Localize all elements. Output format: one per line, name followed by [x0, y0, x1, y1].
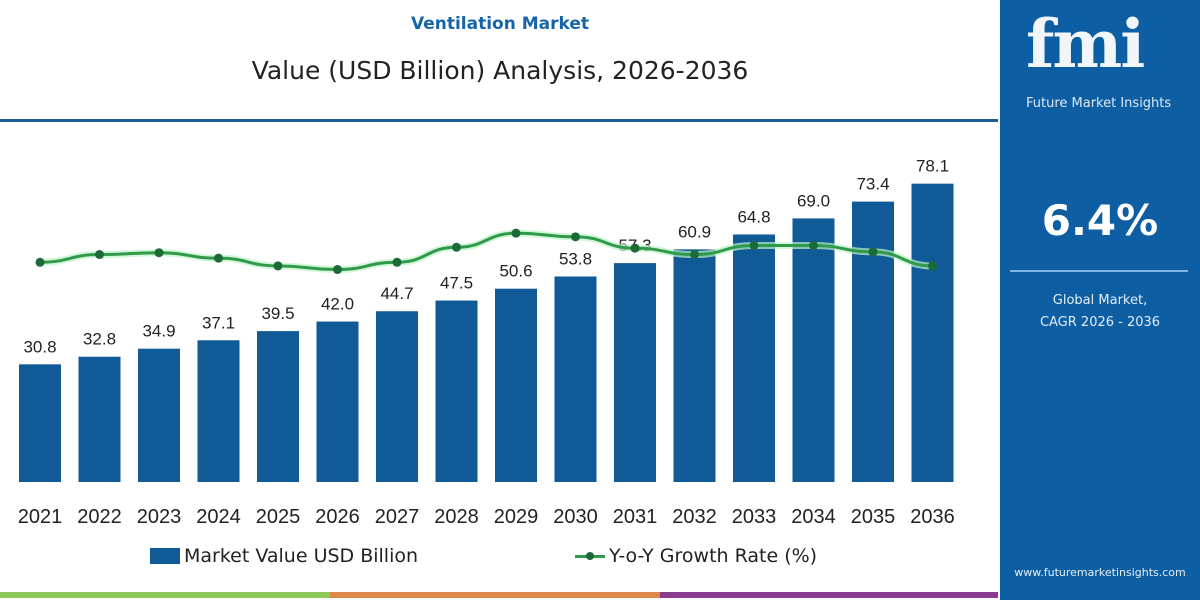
chart-title: Value (USD Billion) Analysis, 2026-2036	[251, 56, 749, 85]
legend-item-market-value: Market Value USD Billion	[150, 545, 418, 567]
growth-point	[571, 232, 580, 242]
x-tick-label: 2023	[137, 506, 182, 528]
x-tick-label: 2032	[672, 506, 717, 528]
bar-value-label: 32.8	[83, 330, 116, 349]
bar-value-label: 53.8	[559, 249, 592, 268]
panel-divider	[1010, 270, 1188, 272]
growth-line	[39, 231, 933, 272]
legend-item-growth: Y-o-Y Growth Rate (%)	[575, 545, 817, 567]
bar-value-label: 39.5	[261, 304, 294, 323]
bar	[911, 183, 954, 482]
bar	[376, 311, 418, 482]
footer-strip-purple	[660, 592, 998, 598]
growth-point	[95, 250, 104, 260]
bar-value-label: 69.0	[797, 191, 830, 210]
x-tick-label: 2028	[434, 506, 479, 528]
chart: 30.8 2021 32.8 2022 34.9 2023 37.1 2024 39.5 2025…	[18, 157, 955, 528]
x-tick-label: 2035	[851, 506, 896, 528]
growth-point	[273, 261, 283, 271]
bar	[495, 288, 537, 482]
bar-value-label: 30.8	[23, 337, 56, 356]
legend-bar-swatch	[150, 548, 180, 564]
bar	[614, 263, 656, 482]
bar	[19, 364, 61, 482]
cagr-value: 6.4%	[1041, 196, 1159, 245]
bar	[554, 276, 597, 482]
growth-point	[511, 228, 521, 238]
bar	[138, 348, 180, 482]
bar	[733, 234, 775, 482]
growth-point	[630, 243, 640, 253]
bar	[673, 249, 716, 482]
legend-label: Y-o-Y Growth Rate (%)	[609, 545, 818, 567]
bar	[792, 218, 835, 483]
footer-strip-green	[0, 592, 330, 598]
bar-value-label: 64.8	[737, 207, 770, 226]
x-tick-label: 2033	[732, 506, 777, 528]
cagr-label-line1: Global Market,	[1052, 293, 1148, 308]
footer-strip-orange	[330, 592, 660, 598]
bar-value-label: 50.6	[499, 262, 532, 281]
bar	[435, 300, 478, 482]
website-link[interactable]: www.futuremarketinsights.com	[1014, 566, 1186, 579]
growth-point	[35, 257, 45, 267]
brand-name: Future Market Insights	[1026, 96, 1172, 111]
bar-value-label: 73.4	[856, 175, 889, 194]
x-tick-label: 2021	[18, 506, 63, 528]
growth-point	[392, 257, 402, 267]
legend-line-swatch	[575, 548, 605, 564]
fmi-logo: fmi	[1026, 5, 1145, 83]
x-tick-label: 2029	[494, 506, 539, 528]
growth-point	[214, 253, 223, 263]
growth-point	[333, 265, 342, 275]
bar-value-label: 47.5	[440, 274, 473, 293]
market-name: Ventilation Market	[410, 14, 590, 34]
title-divider	[0, 119, 998, 122]
bar	[852, 201, 894, 482]
growth-point	[868, 247, 878, 257]
x-tick-label: 2031	[613, 506, 658, 528]
bar-value-label: 78.1	[916, 157, 949, 176]
bar	[78, 356, 121, 482]
x-tick-label: 2034	[791, 506, 836, 528]
growth-point	[452, 242, 461, 252]
growth-point	[690, 250, 699, 260]
growth-point	[749, 240, 759, 250]
side-panel: fmi Future Market Insights 6.4% Global M…	[1000, 0, 1200, 600]
bar	[257, 331, 299, 482]
bar-value-label: 44.7	[380, 284, 413, 303]
cagr-label-line2: CAGR 2026 - 2036	[1039, 315, 1161, 330]
growth-point	[154, 248, 164, 258]
x-tick-label: 2025	[256, 506, 301, 528]
x-tick-label: 2024	[196, 506, 241, 528]
bar-value-label: 37.1	[202, 313, 235, 332]
bar	[316, 321, 359, 482]
bar-value-label: 60.9	[678, 222, 711, 241]
bar-value-label: 34.9	[142, 322, 175, 341]
x-tick-label: 2027	[375, 506, 420, 528]
legend-label: Market Value USD Billion	[184, 545, 419, 567]
bar	[197, 340, 240, 482]
x-tick-label: 2030	[553, 506, 598, 528]
cagr-label: Global Market, CAGR 2026 - 2036	[1000, 290, 1200, 334]
x-tick-label: 2022	[77, 506, 122, 528]
bar-value-label: 42.0	[321, 295, 354, 314]
growth-point	[928, 261, 937, 271]
growth-point	[809, 240, 818, 250]
x-tick-label: 2026	[315, 506, 360, 528]
x-tick-label: 2036	[910, 506, 955, 528]
